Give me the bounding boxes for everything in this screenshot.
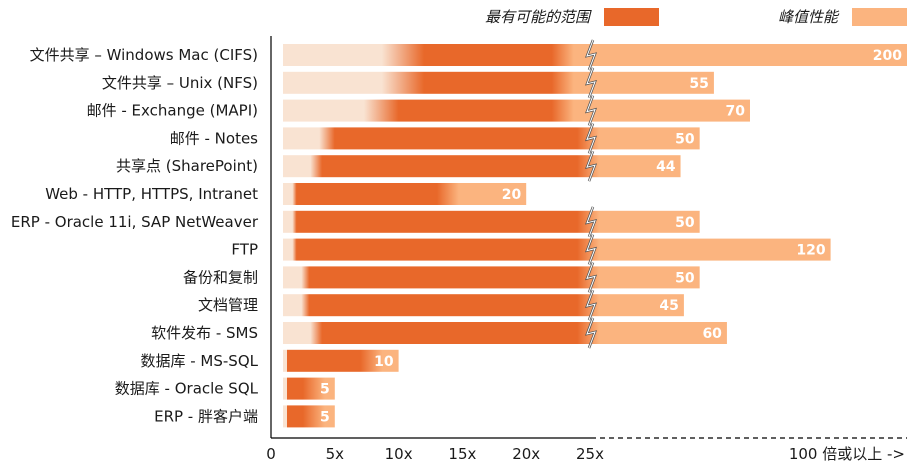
x-tick-label: 15x <box>448 445 476 463</box>
bar <box>283 266 700 289</box>
category-label: 软件发布 - SMS <box>151 324 258 342</box>
value-label: 120 <box>796 243 825 259</box>
bar <box>283 294 684 317</box>
bar <box>283 183 527 205</box>
category-label: 邮件 - Notes <box>170 129 258 147</box>
category-label: 数据库 - MS-SQL <box>140 352 258 370</box>
value-label: 70 <box>726 104 746 120</box>
x-tick-label: 20x <box>512 445 540 463</box>
category-labels: 文件共享 – Windows Mac (CIFS) 文件共享 – Unix (NF… <box>11 46 259 425</box>
x-tick-label: 25x <box>576 445 604 463</box>
value-label: 50 <box>675 270 695 286</box>
bar <box>283 71 714 94</box>
value-label: 44 <box>656 159 676 175</box>
value-label: 10 <box>374 354 394 370</box>
bar <box>283 238 831 261</box>
bar <box>283 405 335 428</box>
bar <box>283 349 399 372</box>
value-label: 5 <box>320 409 330 425</box>
category-label: 文件共享 – Windows Mac (CIFS) <box>30 46 258 64</box>
legend-swatch <box>604 8 659 26</box>
bar <box>283 99 750 122</box>
value-label: 55 <box>689 76 708 92</box>
value-label: 20 <box>502 187 522 203</box>
x-tick-label: 10x <box>385 445 413 463</box>
x-tick-label: 5x <box>326 445 345 463</box>
category-label: 文档管理 <box>198 296 258 314</box>
value-label: 5 <box>320 382 330 398</box>
bar <box>283 127 700 150</box>
legend-label: 最有可能的范围 <box>485 8 592 26</box>
category-label: 文件共享 – Unix (NFS) <box>102 74 258 92</box>
x-axis: 0 5x 10x 15x 20x 25x 100 倍或以上 -> <box>266 36 907 463</box>
category-label: 邮件 - Exchange (MAPI) <box>87 102 258 120</box>
category-label: 共享点 (SharePoint) <box>116 157 258 175</box>
value-label: 45 <box>659 298 678 314</box>
bar <box>283 155 681 178</box>
category-label: Web - HTTP, HTTPS, Intranet <box>45 185 258 203</box>
x-tick-label: 0 <box>266 445 276 463</box>
bar <box>283 322 727 344</box>
category-label: 备份和复制 <box>183 268 258 286</box>
legend-swatch <box>852 8 907 26</box>
value-label: 60 <box>702 326 722 342</box>
bar <box>283 210 700 233</box>
category-label: ERP - 胖客户端 <box>154 407 258 425</box>
legend: 最有可能的范围 峰值性能 <box>485 8 907 26</box>
value-label: 50 <box>675 131 695 147</box>
value-label: 200 <box>873 48 902 64</box>
category-label: 数据库 - Oracle SQL <box>115 380 259 398</box>
category-label: FTP <box>231 241 258 259</box>
value-label: 50 <box>675 215 695 231</box>
x-overflow-label: 100 倍或以上 -> <box>789 445 905 463</box>
category-label: ERP - Oracle 11i, SAP NetWeaver <box>11 213 259 231</box>
legend-label: 峰值性能 <box>778 8 840 26</box>
bar <box>283 377 335 400</box>
